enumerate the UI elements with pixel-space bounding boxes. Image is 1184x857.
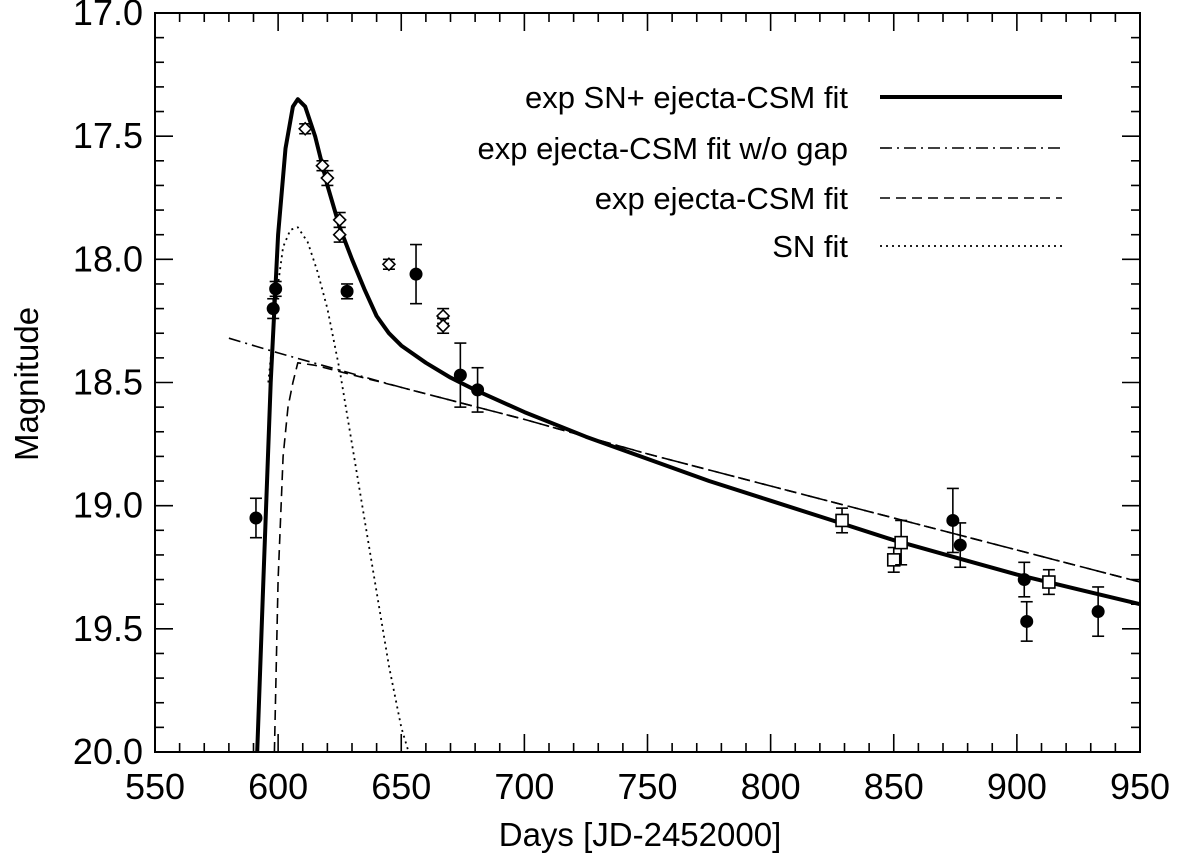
data-point-circle [953, 538, 967, 552]
y-axis-ticks: 17.0 17.5 18.0 18.5 19.0 19.5 20.0 [73, 0, 1140, 772]
data-point-circle [471, 383, 485, 397]
data-point-circle [1017, 573, 1031, 587]
legend: exp SN+ ejecta-CSM fit exp ejecta-CSM fit… [478, 80, 1062, 264]
data-point-circle [409, 267, 423, 281]
data-point-circle [453, 368, 467, 382]
x-axis-label: Days [JD-2452000] [499, 816, 781, 853]
y-tick-label: 19.0 [73, 485, 143, 526]
data-point-square [1042, 575, 1056, 589]
data-point-circle [1020, 614, 1034, 628]
y-tick-label: 17.5 [73, 115, 143, 156]
x-tick-label: 550 [125, 766, 185, 807]
legend-entry-label: exp SN+ ejecta-CSM fit [525, 80, 848, 115]
data-point-circle [946, 513, 960, 527]
legend-entry-label: SN fit [772, 229, 848, 264]
x-tick-label: 900 [987, 766, 1047, 807]
data-point-circle [266, 302, 280, 316]
data-point-circle [1091, 605, 1105, 619]
data-point-diamond [435, 318, 451, 333]
series-line-dashed [273, 361, 1140, 752]
x-tick-label: 800 [741, 766, 801, 807]
y-tick-label: 20.0 [73, 731, 143, 772]
data-point-square [835, 513, 849, 528]
data-point-square [886, 553, 901, 567]
x-tick-label: 600 [248, 766, 308, 807]
y-tick-label: 18.0 [73, 238, 143, 279]
y-axis-label: Magnitude [8, 307, 45, 461]
y-tick-label: 17.0 [73, 0, 143, 33]
x-axis-ticks: 550 600 650 700 750 800 850 900 950 [125, 13, 1170, 807]
data-point-square [894, 535, 908, 550]
x-tick-label: 950 [1110, 766, 1170, 807]
data-point-diamond [332, 212, 347, 228]
data-point-circle [249, 511, 263, 525]
observation-points [249, 121, 1105, 642]
data-point-diamond [332, 227, 347, 242]
y-tick-label: 18.5 [73, 362, 143, 403]
x-tick-label: 750 [617, 766, 677, 807]
series-line-dotted [267, 226, 410, 752]
y-tick-label: 19.5 [73, 608, 143, 649]
x-tick-label: 700 [494, 766, 554, 807]
legend-entry-label: exp ejecta-CSM fit w/o gap [478, 131, 848, 166]
data-point-diamond [298, 121, 313, 136]
series-line-dash-dot [228, 337, 1140, 583]
x-tick-label: 650 [371, 766, 431, 807]
data-point-circle [269, 282, 283, 296]
legend-entry-label: exp ejecta-CSM fit [595, 181, 849, 216]
data-point-diamond [381, 257, 397, 272]
data-point-diamond [315, 158, 330, 173]
data-point-circle [340, 284, 354, 298]
x-tick-label: 850 [864, 766, 924, 807]
data-point-diamond [320, 170, 335, 186]
